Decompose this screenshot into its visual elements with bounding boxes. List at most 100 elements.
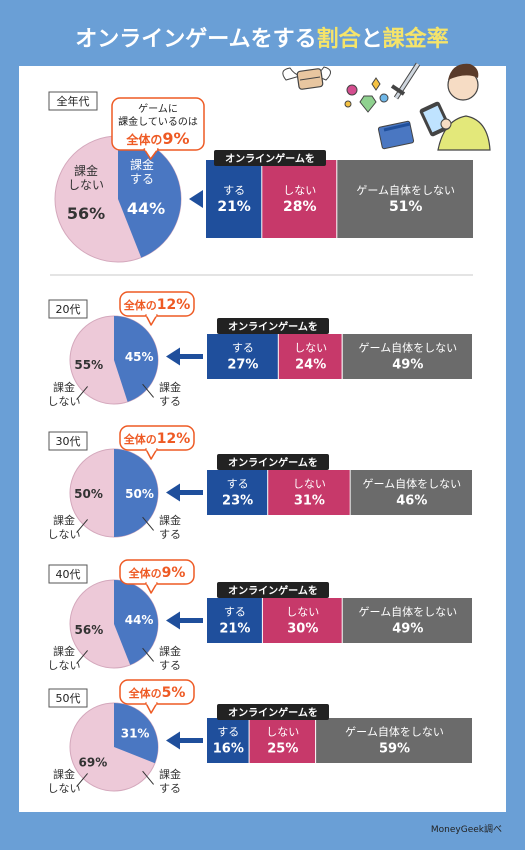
section-2: 20代45%55%課金しない課金する全体の12%する27%しない24%ゲーム自体… [48,291,472,408]
callout-value: 12% [157,297,191,313]
section-4: 40代44%56%課金しない課金する全体の9%する21%しない30%ゲーム自体を… [48,559,472,672]
bar-segment-not [262,598,342,643]
gamer-illustration [282,62,491,151]
bar-segment-do-label: する [224,606,246,619]
bar-segment-never-label: ゲーム自体をしない [356,183,455,197]
bar-segment-not-value: 24% [295,358,326,373]
sections-container: 全年代課金する44%課金しない56%ゲームに課金しているのは全体の9%する21%… [48,91,473,795]
callout-prefix-line: ゲームに [138,103,178,115]
pie-slice-pay [114,703,159,764]
bar-segment-do-label: する [232,342,254,355]
bar-segment-never-value: 49% [392,622,423,637]
age-tag-box [48,564,88,584]
bar-segment-never-label: ゲーム自体をしない [345,725,444,739]
pie-nopay-label-line: 課金 [53,644,75,658]
age-tag-box [48,91,98,111]
bar-header-box [214,150,326,166]
arrow-head [166,483,180,502]
pie-pay-label-line: 課金 [159,380,181,394]
pie-nopay-label: 課金しない [48,767,81,795]
bar-segment-not-value: 25% [267,742,298,757]
nopay-leader-line [76,386,88,400]
age-tag-box [48,688,88,708]
bar-segment-not-label: しない [286,606,319,619]
arrow-head [166,347,180,366]
pie-nopay-label: 課金しない [48,380,81,408]
bar-segment-do [206,160,262,238]
title-part-4: 課金率 [383,26,449,52]
pie-pay-label: 課金する [130,157,154,186]
callout-prefix-line: 課金しているのは [118,115,198,128]
sword-icon [390,62,421,100]
pie-pay-label-line: 課金 [159,644,181,658]
arrow-head [166,731,180,750]
pay-leader-line [142,383,154,398]
bar-segment-do-label: する [217,726,239,739]
pie-slice-pay [114,449,158,537]
bar-header-box [217,454,329,470]
source-credit: MoneyGeek調べ [431,823,502,835]
bar-segment-not [268,470,350,515]
bar-segment-never-value: 49% [392,358,423,373]
bar-segment-never [337,160,473,238]
pie-pay-label-line: 課金 [159,767,181,781]
pie-nopay-label: 課金しない [48,644,81,672]
pie-pay-label-line: する [159,782,181,795]
pie-nopay-label-line: しない [48,528,81,541]
age-label: 30代 [56,435,81,448]
callout-text: 全体の [123,298,157,312]
pie-nopay-label: 課金しない [68,163,104,192]
pie-nopay-label: 課金しない [48,513,81,541]
age-label: 40代 [56,568,81,581]
bar-segment-do [207,470,268,515]
callout-value-text: 全体の12% [123,431,191,447]
credit-card-icon [377,120,415,150]
pie-nopay-label-line: 課金 [53,380,75,394]
title-part-2: 割合 [317,26,362,52]
pay-leader-line [142,770,154,785]
bar-header-box [217,704,329,720]
bar-header-box [217,582,329,598]
person-with-tablet [419,63,491,151]
pie-nopay-value: 56% [75,623,104,637]
pie-pay-label-line: 課金 [159,513,181,527]
pie-pay-value: 31% [121,727,150,741]
callout-value-text: 全体の5% [128,685,186,701]
age-label: 全年代 [57,94,90,108]
pie-pay-label-line: する [159,528,181,541]
bar-segment-do [207,598,262,643]
bar-segment-do [207,718,249,763]
callout-value-text: 全体の12% [123,297,191,313]
bar-header-label: オンラインゲームを [228,706,318,719]
pie-nopay-value: 56% [67,204,105,223]
callout-value: 12% [157,431,191,447]
pie-pay-value: 50% [125,487,154,501]
pie-pay-label: 課金する [159,380,181,408]
age-label: 20代 [56,303,81,316]
callout-value: 9% [162,129,189,148]
pie-slice-pay [114,316,159,402]
bar-segment-never-value: 59% [379,742,410,757]
bar-segment-not-label: しない [283,184,316,197]
callout-text: 全体の [128,566,162,580]
arrow-head [166,611,180,630]
age-tag-box [48,299,88,319]
bar-segment-not-label: しない [293,478,326,491]
bar-segment-not-label: しない [266,726,299,739]
bar-segment-do [207,334,278,379]
arrow-head [189,190,203,208]
bar-segment-not-value: 31% [294,494,325,509]
bar-segment-do-value: 21% [219,622,250,637]
bar-segment-never [350,470,472,515]
bar-segment-never-value: 51% [389,199,423,215]
pie-nopay-value: 69% [79,755,108,769]
pie-pay-label-line: する [159,395,181,408]
nopay-leader-line [76,650,88,664]
pie-pay-value: 44% [127,199,165,218]
pay-leader-line [142,647,154,662]
bar-header-label: オンラインゲームを [225,152,315,165]
bar-header-label: オンラインゲームを [228,456,318,469]
section-3: 30代50%50%課金しない課金する全体の12%する23%しない31%ゲーム自体… [48,425,472,541]
age-tag-box [48,431,88,451]
pie-pay-label: 課金する [159,513,181,541]
